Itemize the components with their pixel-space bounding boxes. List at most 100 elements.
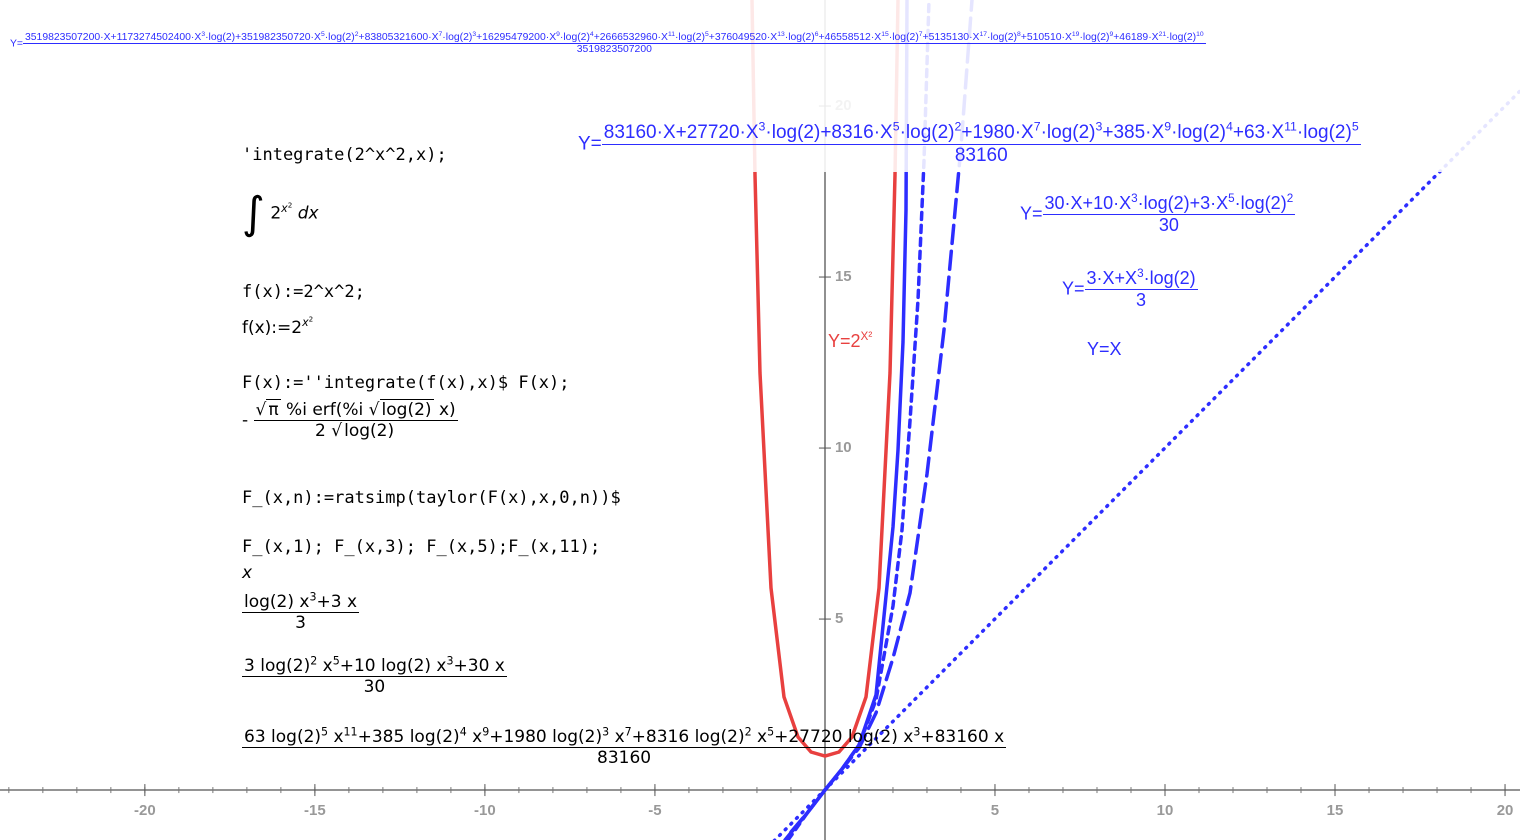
sign: -	[242, 410, 249, 431]
term: +1980·X	[961, 122, 1034, 143]
denominator: 2 √ log(2)	[315, 420, 397, 441]
superscript: 3	[309, 590, 317, 604]
term: 83160·X+27720·X	[603, 122, 759, 143]
fraction: 63 log(2)5 x11+385 log(2)4 x9+1980 log(2…	[242, 725, 1007, 768]
term: x	[609, 727, 625, 747]
term: +2666532960·X	[593, 32, 668, 43]
superscript: 4	[1225, 119, 1233, 134]
x-tick-label: 15	[1327, 802, 1344, 819]
superscript: 7	[918, 30, 923, 38]
output: f(x):=2x2	[242, 315, 314, 338]
output: x	[242, 563, 253, 583]
superscript: 19	[1071, 30, 1080, 38]
lhs: Y=	[1062, 278, 1085, 299]
integral-sign: ∫	[242, 188, 265, 239]
label-order-1: Y=X	[1087, 339, 1122, 359]
superscript: 3	[472, 30, 477, 38]
y-tick-label: 15	[835, 268, 852, 285]
x-tick-label: -15	[304, 802, 326, 819]
header-formula: Y= 3519823507200·X+1173274502400·X 3 ·log(2…	[10, 30, 1206, 55]
input: F(x):=''integrate(f(x),x)$ F(x);	[242, 373, 570, 393]
term: ·log(2)	[888, 32, 919, 43]
term: +46558512·X	[818, 32, 882, 43]
numerator: 3519823507200·X+1173274502400·X3·log(2)+…	[23, 30, 1206, 44]
superscript: 5	[321, 725, 329, 739]
x-tick-label: -10	[474, 802, 496, 819]
term: ·log(2)+351982350720·X	[205, 32, 321, 43]
denominator: 3	[295, 613, 306, 633]
output: 3 log(2)2 x5+10 log(2) x3+30 x 30	[242, 654, 507, 697]
superscript: 13	[777, 30, 785, 38]
x-tick-label: -5	[648, 802, 661, 819]
denominator: 83160	[597, 748, 652, 768]
curve-order-11	[783, 0, 909, 840]
lhs: Y=	[10, 38, 23, 50]
sqrt: log(2)	[342, 420, 397, 441]
term: +83805321600·X	[358, 32, 439, 43]
term: +510510·X	[1020, 32, 1072, 43]
coef: 2	[315, 421, 326, 441]
term: ·log(2)	[324, 32, 355, 43]
superscript: 2	[354, 30, 359, 38]
superscript: 7	[1033, 119, 1041, 134]
term: ·log(2)+8316·X	[765, 122, 893, 143]
label-exp-base: Y=2	[828, 331, 861, 351]
superscript: 15	[881, 30, 889, 38]
fraction: √ π %i erf(%i √ log(2) x) 2 √ log(2)	[253, 399, 458, 441]
superscript: 6	[814, 30, 819, 38]
denominator: 3	[1136, 290, 1147, 310]
superscript: 10	[1196, 30, 1204, 38]
exp2: 2	[308, 315, 314, 325]
term: ·log(2)	[986, 32, 1018, 43]
superscript: 3	[758, 119, 766, 134]
label-order-5: Y= 30·X+10·X3·log(2)+3·X5·log(2)2 30	[1020, 191, 1296, 236]
superscript: 2	[744, 725, 752, 739]
term: ·log(2)	[559, 32, 590, 43]
superscript: 9	[1164, 119, 1172, 134]
superscript: 5	[1228, 191, 1235, 205]
superscript: 3	[1137, 266, 1144, 280]
term: ·log(2)	[1166, 32, 1197, 43]
superscript: 5	[704, 30, 709, 38]
term: +30 x	[453, 656, 505, 676]
input: F_(x,n):=ratsimp(taylor(F(x),x,0,n))$	[242, 488, 621, 508]
input: 'integrate(2^x^2,x);	[242, 145, 447, 165]
superscript: 3	[1131, 191, 1138, 205]
superscript: 3	[602, 725, 610, 739]
term: 3·X+X	[1086, 268, 1138, 288]
term: 3519823507200·X+1173274502400·X	[25, 32, 202, 43]
term: +83160 x	[920, 727, 1005, 747]
x-tick-label: 20	[1497, 802, 1514, 819]
superscript: 9	[1109, 30, 1114, 38]
superscript: 3	[1095, 119, 1103, 134]
term: 63 log(2)	[244, 727, 322, 747]
input: F_(x,1); F_(x,3); F_(x,5);F_(x,11);	[242, 537, 601, 557]
superscript: 5	[767, 725, 775, 739]
term: log(2) x	[244, 592, 310, 612]
term: ·log(2)	[1040, 122, 1096, 143]
term: 3 log(2)	[244, 656, 311, 676]
y-tick-label: 10	[835, 439, 852, 456]
denominator: 30	[1158, 215, 1179, 235]
lhs: Y=	[1020, 203, 1043, 224]
base: 2	[270, 203, 282, 224]
superscript: 17	[979, 30, 987, 38]
superscript: 8	[1017, 30, 1021, 38]
curves	[750, 0, 1520, 840]
superscript: 21	[1158, 30, 1167, 38]
term: x	[466, 727, 483, 747]
superscript: 7	[438, 30, 443, 38]
superscript: 5	[892, 119, 900, 134]
term: +16295479200·X	[476, 32, 557, 43]
term: +8316 log(2)	[631, 727, 745, 747]
superscript: 3	[446, 654, 454, 668]
superscript: 2	[1286, 191, 1294, 205]
fraction: 3519823507200·X+1173274502400·X3·log(2)+…	[23, 30, 1206, 55]
term: ·log(2)	[784, 32, 815, 43]
x-tick-label: 10	[1157, 802, 1174, 819]
term: ·log(2)	[1079, 32, 1110, 43]
curve-order-1	[772, 88, 1520, 840]
output: - √ π %i erf(%i √ log(2) x) 2 √ log(2)	[242, 399, 458, 441]
